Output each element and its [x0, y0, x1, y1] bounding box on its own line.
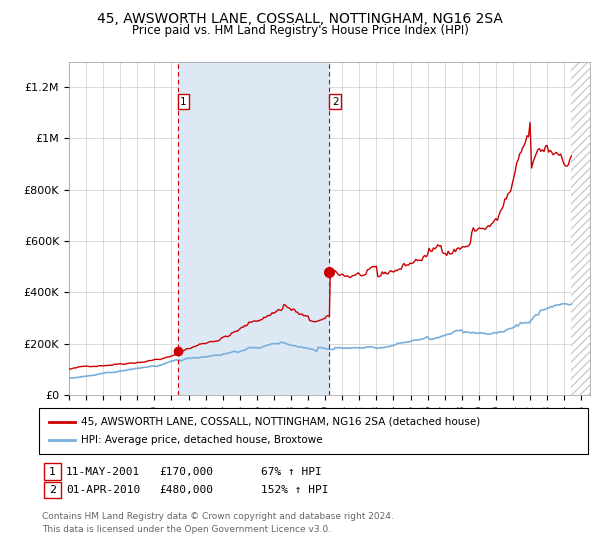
Text: 01-APR-2010: 01-APR-2010 — [66, 485, 140, 495]
Text: HPI: Average price, detached house, Broxtowe: HPI: Average price, detached house, Brox… — [81, 435, 323, 445]
Text: 45, AWSWORTH LANE, COSSALL, NOTTINGHAM, NG16 2SA: 45, AWSWORTH LANE, COSSALL, NOTTINGHAM, … — [97, 12, 503, 26]
Bar — [571, 62, 590, 395]
Text: 2: 2 — [332, 96, 338, 106]
Bar — [571, 62, 590, 395]
Text: 2: 2 — [49, 485, 56, 495]
Text: 152% ↑ HPI: 152% ↑ HPI — [261, 485, 329, 495]
Text: £480,000: £480,000 — [159, 485, 213, 495]
Bar — [178, 62, 329, 395]
Text: £170,000: £170,000 — [159, 466, 213, 477]
Text: 67% ↑ HPI: 67% ↑ HPI — [261, 466, 322, 477]
Text: 11-MAY-2001: 11-MAY-2001 — [66, 466, 140, 477]
Text: 1: 1 — [49, 466, 56, 477]
Text: 1: 1 — [180, 96, 187, 106]
Text: Price paid vs. HM Land Registry's House Price Index (HPI): Price paid vs. HM Land Registry's House … — [131, 24, 469, 37]
Text: 45, AWSWORTH LANE, COSSALL, NOTTINGHAM, NG16 2SA (detached house): 45, AWSWORTH LANE, COSSALL, NOTTINGHAM, … — [81, 417, 480, 427]
Text: Contains HM Land Registry data © Crown copyright and database right 2024.
This d: Contains HM Land Registry data © Crown c… — [42, 512, 394, 534]
